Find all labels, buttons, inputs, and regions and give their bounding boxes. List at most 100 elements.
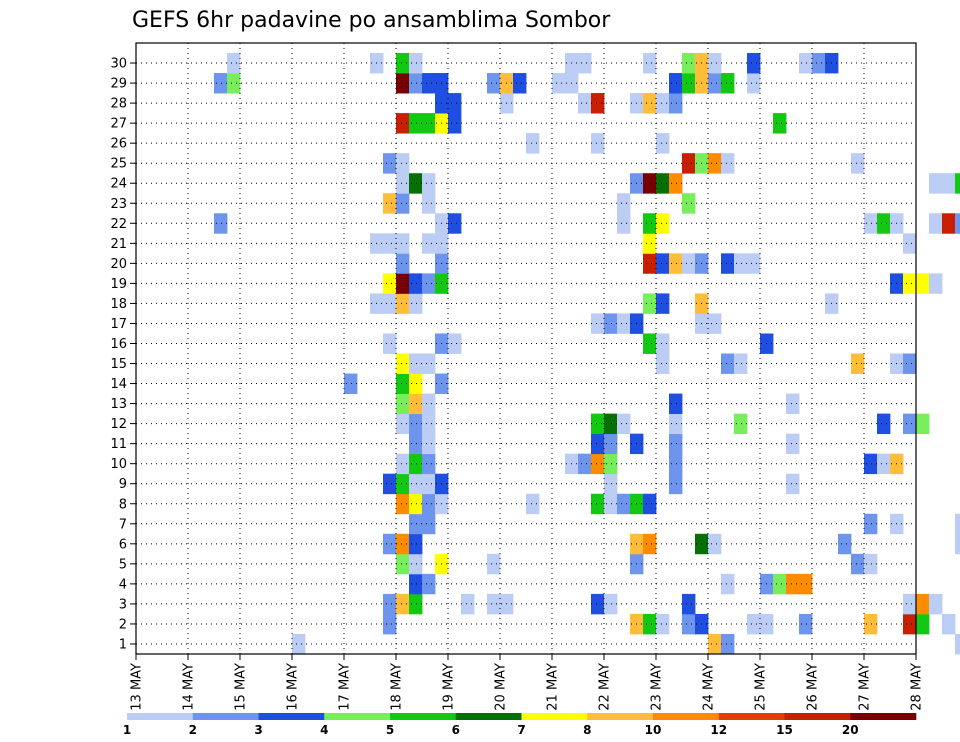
heatmap-cell bbox=[396, 113, 410, 134]
heatmap-cell bbox=[409, 273, 423, 294]
heatmap-cell bbox=[942, 613, 956, 635]
heatmap-cell bbox=[461, 593, 475, 615]
heatmap-cell bbox=[721, 153, 735, 174]
heatmap-cell bbox=[682, 53, 696, 74]
heatmap-cell bbox=[721, 73, 735, 94]
heatmap-cell bbox=[643, 493, 657, 515]
heatmap-cell bbox=[591, 593, 605, 615]
heatmap-cell bbox=[708, 153, 722, 174]
plot-frame bbox=[135, 42, 917, 655]
heatmap-cell bbox=[617, 493, 631, 515]
heatmap-cell bbox=[786, 433, 800, 455]
heatmap-cell bbox=[409, 393, 423, 414]
heatmap-cell bbox=[409, 73, 423, 94]
heatmap-cell bbox=[812, 53, 826, 74]
heatmap-cell bbox=[422, 413, 436, 435]
heatmap-cell bbox=[656, 133, 670, 154]
heatmap-cell bbox=[448, 93, 462, 114]
heatmap-cell bbox=[643, 533, 657, 555]
heatmap-cell bbox=[903, 413, 917, 435]
colorbar-label: 4 bbox=[320, 723, 328, 737]
heatmap-cell bbox=[292, 633, 306, 655]
heatmap-cell bbox=[383, 153, 397, 174]
heatmap-cell bbox=[396, 553, 410, 575]
heatmap-cell bbox=[409, 593, 423, 615]
colorbar-label: 3 bbox=[254, 723, 262, 737]
heatmap-cell bbox=[903, 233, 917, 254]
x-tick-label: 23 MAY bbox=[650, 663, 665, 711]
heatmap-cell bbox=[513, 73, 527, 94]
x-tick-label: 18 MAY bbox=[390, 663, 405, 711]
heatmap-cell bbox=[383, 233, 397, 254]
heatmap-cell bbox=[591, 133, 605, 154]
heatmap-cell bbox=[396, 193, 410, 214]
y-tick-label: 4 bbox=[119, 577, 127, 592]
heatmap-cell bbox=[604, 413, 618, 435]
heatmap-cell bbox=[747, 253, 761, 274]
heatmap-cell bbox=[552, 73, 566, 94]
heatmap-cell bbox=[669, 413, 683, 435]
heatmap-cell bbox=[734, 413, 748, 435]
heatmap-cell bbox=[708, 633, 722, 655]
heatmap-cell bbox=[773, 113, 787, 134]
heatmap-cell bbox=[916, 413, 930, 435]
heatmap-cell bbox=[877, 413, 891, 435]
heatmap-cell bbox=[955, 533, 960, 555]
heatmap-cell bbox=[669, 253, 683, 274]
colorbar-label: 2 bbox=[189, 723, 197, 737]
colorbar-swatch bbox=[718, 713, 785, 720]
heatmap-cell bbox=[721, 633, 735, 655]
heatmap-cell bbox=[591, 413, 605, 435]
heatmap-cell bbox=[422, 393, 436, 414]
heatmap-cell bbox=[903, 613, 917, 635]
heatmap-cell bbox=[396, 153, 410, 174]
heatmap-cell bbox=[383, 293, 397, 314]
heatmap-cell bbox=[422, 273, 436, 294]
heatmap-cell bbox=[682, 193, 696, 214]
heatmap-cell bbox=[396, 473, 410, 495]
heatmap-cell bbox=[877, 213, 891, 234]
y-tick-label: 24 bbox=[110, 177, 127, 192]
heatmap-cell bbox=[903, 593, 917, 615]
heatmap-cell bbox=[344, 373, 358, 394]
heatmap-cell bbox=[643, 253, 657, 274]
heatmap-cell bbox=[656, 353, 670, 374]
heatmap-cell bbox=[682, 593, 696, 615]
y-tick-label: 29 bbox=[110, 77, 127, 92]
heatmap-cell bbox=[604, 313, 618, 334]
heatmap-cell bbox=[422, 173, 436, 194]
heatmap-cell bbox=[383, 473, 397, 495]
heatmap-cell bbox=[578, 453, 592, 475]
heatmap-cell bbox=[604, 493, 618, 515]
heatmap-cell bbox=[422, 513, 436, 535]
heatmap-cell bbox=[214, 73, 228, 94]
heatmap-cell bbox=[851, 553, 865, 575]
heatmap-cell bbox=[396, 593, 410, 615]
heatmap-cell bbox=[227, 53, 241, 74]
heatmap-cell bbox=[396, 373, 410, 394]
heatmap-cell bbox=[396, 173, 410, 194]
y-tick-label: 20 bbox=[110, 257, 127, 272]
heatmap-cell bbox=[448, 333, 462, 354]
heatmap-cell bbox=[669, 173, 683, 194]
heatmap-cell bbox=[903, 273, 917, 294]
heatmap-cell bbox=[227, 73, 241, 94]
heatmap-cell bbox=[656, 333, 670, 354]
heatmap-cell bbox=[396, 273, 410, 294]
heatmap-cell bbox=[682, 153, 696, 174]
y-tick-label: 6 bbox=[119, 537, 127, 552]
heatmap-cell bbox=[448, 213, 462, 234]
y-tick-label: 30 bbox=[110, 57, 127, 72]
heatmap-cell bbox=[409, 53, 423, 74]
heatmap-cell bbox=[786, 573, 800, 595]
y-tick-label: 9 bbox=[119, 477, 127, 492]
x-tick-label: 25 MAY bbox=[754, 663, 769, 711]
heatmap-cell bbox=[656, 173, 670, 194]
heatmap-cell bbox=[409, 493, 423, 515]
heatmap-cell bbox=[591, 433, 605, 455]
colorbar-swatch bbox=[784, 713, 851, 720]
heatmap-cell bbox=[929, 213, 943, 234]
heatmap-cell bbox=[409, 533, 423, 555]
heatmap-cell bbox=[669, 473, 683, 495]
heatmap-cell bbox=[409, 433, 423, 455]
